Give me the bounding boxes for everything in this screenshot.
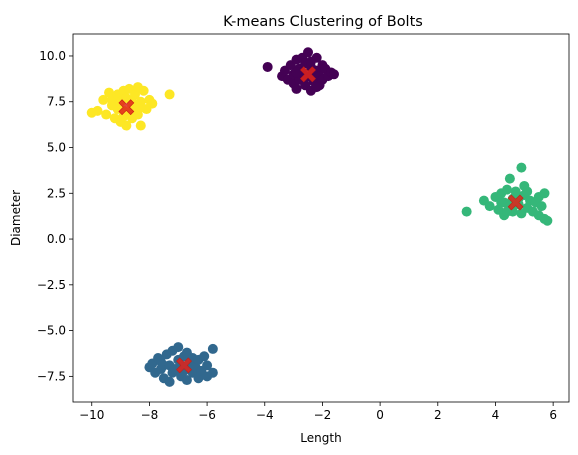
x-tick-label: 4: [492, 408, 500, 422]
data-point: [504, 173, 515, 184]
y-tick-label: −7.5: [37, 369, 66, 383]
x-axis: −10 −8 −6 −4 −2 0 2 4 6: [79, 402, 557, 422]
data-point: [522, 186, 533, 197]
data-point: [461, 206, 472, 217]
data-point: [262, 61, 273, 72]
data-point: [202, 360, 213, 371]
data-point: [135, 120, 146, 131]
y-axis: −7.5 −5.0 −2.5 0.0 2.5 5.0 7.5 10.0: [37, 49, 73, 383]
data-point: [109, 100, 120, 111]
data-point: [303, 47, 314, 58]
data-point: [328, 69, 339, 80]
data-point: [305, 56, 316, 67]
data-point: [484, 201, 495, 212]
x-tick-label: −4: [256, 408, 274, 422]
x-tick-label: −8: [141, 408, 159, 422]
data-point: [202, 371, 213, 382]
chart-title: K-means Clustering of Bolts: [223, 14, 423, 30]
data-point: [121, 120, 132, 131]
data-point: [98, 94, 109, 105]
data-point: [516, 162, 527, 173]
x-tick-label: 2: [434, 408, 442, 422]
centroid-marker: [300, 66, 316, 83]
plot-frame: [72, 33, 570, 403]
data-point: [539, 188, 550, 199]
x-tick-label: 0: [376, 408, 384, 422]
data-point: [164, 89, 175, 100]
x-tick-label: −10: [79, 408, 104, 422]
data-point: [92, 105, 103, 116]
data-point: [502, 206, 512, 217]
data-point: [536, 201, 547, 212]
data-point: [542, 215, 553, 226]
data-point: [496, 197, 507, 208]
y-tick-label: −2.5: [37, 278, 66, 292]
data-point: [502, 184, 512, 195]
data-point: [199, 351, 210, 362]
centroid-marker: [507, 194, 524, 211]
y-tick-label: 7.5: [47, 95, 66, 109]
data-point: [311, 82, 322, 93]
x-axis-label: Length: [300, 431, 341, 445]
y-tick-label: −5.0: [37, 324, 66, 338]
data-point: [155, 356, 166, 367]
y-tick-label: 10.0: [39, 49, 66, 63]
data-point: [291, 67, 302, 78]
centroid-marker: [118, 99, 135, 116]
data-point: [181, 375, 192, 386]
y-tick-label: 2.5: [47, 186, 66, 200]
y-axis-label: Diameter: [9, 190, 23, 246]
x-tick-label: −6: [198, 408, 216, 422]
data-point: [164, 376, 175, 387]
data-point: [147, 98, 158, 109]
x-tick-label: 6: [549, 408, 557, 422]
data-point: [291, 83, 302, 94]
plot-area: [86, 47, 553, 387]
data-point: [135, 102, 146, 113]
centroid-marker: [176, 357, 192, 374]
data-point: [101, 109, 112, 120]
y-tick-label: 0.0: [47, 232, 66, 246]
centroids-layer: [118, 66, 524, 374]
y-tick-label: 5.0: [47, 141, 66, 155]
data-point: [207, 343, 218, 354]
points-layer: [86, 47, 553, 387]
data-point: [138, 85, 149, 96]
data-point: [170, 364, 181, 375]
x-tick-label: −2: [314, 408, 332, 422]
data-point: [173, 342, 184, 353]
